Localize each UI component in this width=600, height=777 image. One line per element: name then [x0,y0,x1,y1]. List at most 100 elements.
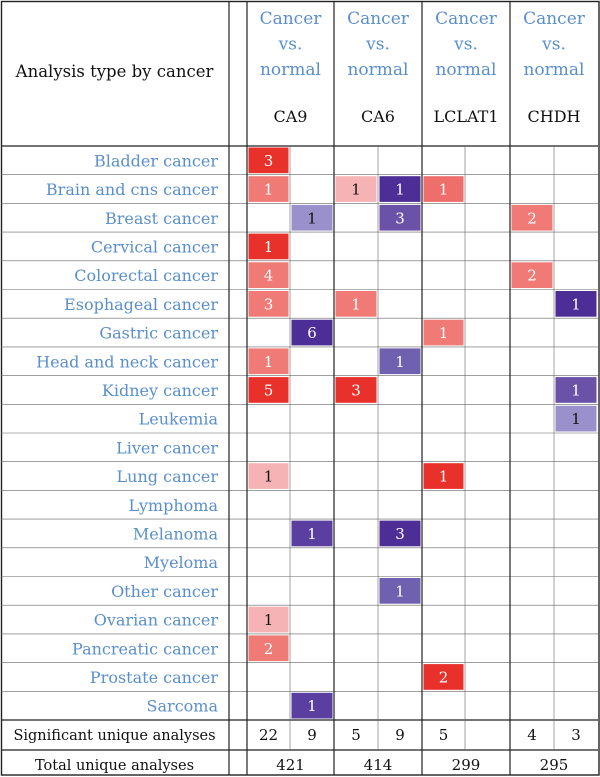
heatmap-cell [248,233,289,260]
column-header-label: Cancer [435,9,498,29]
heatmap-cell [423,319,464,346]
cell-value: 1 [264,353,274,371]
row-label: Lymphoma [129,496,219,515]
heatmap-cell [248,606,289,633]
significant-count: 4 [527,726,537,744]
column-header-label: normal [523,60,584,80]
cell-value: 1 [264,468,274,486]
heatmap-cell [248,463,289,489]
column-header-label: Cancer [523,9,586,29]
heatmap-cell [423,176,464,202]
row-label: Cervical cancer [91,237,218,256]
heatmap-cell [379,578,421,604]
heatmap-cell [335,377,377,403]
heatmap-cell [423,664,464,690]
heatmap-cell [291,204,333,231]
significant-count: 5 [351,726,361,744]
heatmap-cell [335,291,377,317]
cell-value: 6 [307,324,317,342]
cell-value: 1 [439,181,449,199]
cell-value: 1 [307,209,317,227]
heatmap-cell [291,520,333,547]
heatmap-cell [248,348,289,375]
cell-value: 1 [439,324,449,342]
row-label: Sarcoma [147,697,219,716]
cell-value: 1 [395,582,405,600]
gene-label: CHDH [528,107,581,126]
row-label: Bladder cancer [94,151,218,170]
significant-count: 9 [307,726,317,744]
heatmap-cell [335,176,377,202]
cell-value: 1 [351,295,361,313]
column-header-label: normal [435,60,496,80]
heatmap-cell [379,176,421,202]
cell-value: 1 [571,381,581,399]
significant-count: 22 [259,726,278,744]
heatmap-cell [248,262,289,288]
cell-value: 5 [264,381,274,399]
significant-count: 9 [395,726,405,744]
row-label: Brain and cns cancer [46,180,218,199]
row-label: Ovarian cancer [94,611,219,630]
row-label: Prostate cancer [90,668,218,687]
row-label: Head and neck cancer [36,352,218,371]
column-header-label: vs. [453,35,478,55]
row-label: Breast cancer [105,209,218,228]
cell-value: 2 [527,209,537,227]
analysis-title: Analysis type by cancer [15,62,214,81]
gene-label: CA6 [361,107,395,126]
cell-value: 1 [307,525,317,543]
row-label: Lung cancer [117,467,219,486]
heatmap-cell [555,405,597,432]
significant-count: 3 [571,726,581,744]
cell-value: 1 [571,410,581,428]
heatmap-cell [248,176,289,202]
cell-value: 4 [264,267,274,285]
total-count: 414 [364,756,393,774]
cell-value: 1 [571,295,581,313]
row-label: Myeloma [144,553,219,572]
row-label: Kidney cancer [102,381,218,400]
heatmap-cell [379,204,421,231]
heatmap-cell [248,147,289,174]
total-count: 295 [540,756,569,774]
column-header-label: normal [260,60,321,80]
heatmap-cell [248,635,289,662]
cell-value: 1 [351,181,361,199]
heatmap-cell [291,319,333,346]
heatmap-cell [291,692,333,719]
column-header-label: Cancer [260,9,323,29]
heatmap-cell [248,291,289,317]
heatmap-cell [248,377,289,403]
heatmap-cell [423,463,464,489]
row-label: Colorectal cancer [74,266,218,285]
column-header-label: vs. [278,35,303,55]
cell-value: 2 [527,267,537,285]
column-header-label: vs. [365,35,390,55]
cell-value: 3 [264,152,274,170]
total-count: 421 [276,756,305,774]
row-label: Other cancer [111,582,218,601]
cell-value: 2 [264,640,274,658]
heatmap-cell [555,291,597,317]
cell-value: 3 [264,295,274,313]
significant-count: 5 [439,726,449,744]
cell-value: 1 [439,468,449,486]
heatmap-cell [555,377,597,403]
cell-value: 1 [395,353,405,371]
heatmap-cell [379,348,421,375]
row-label: Liver cancer [116,438,218,457]
cell-value: 3 [395,209,405,227]
row-label: Gastric cancer [99,324,218,343]
total-count: 299 [452,756,481,774]
row-label: Esophageal cancer [64,295,218,314]
column-header-label: normal [347,60,408,80]
cell-value: 1 [395,181,405,199]
cell-value: 3 [395,525,405,543]
row-label: Melanoma [133,524,219,543]
cell-value: 1 [264,238,274,256]
heatmap-cell [379,520,421,547]
significant-analyses-label: Significant unique analyses [13,728,215,744]
